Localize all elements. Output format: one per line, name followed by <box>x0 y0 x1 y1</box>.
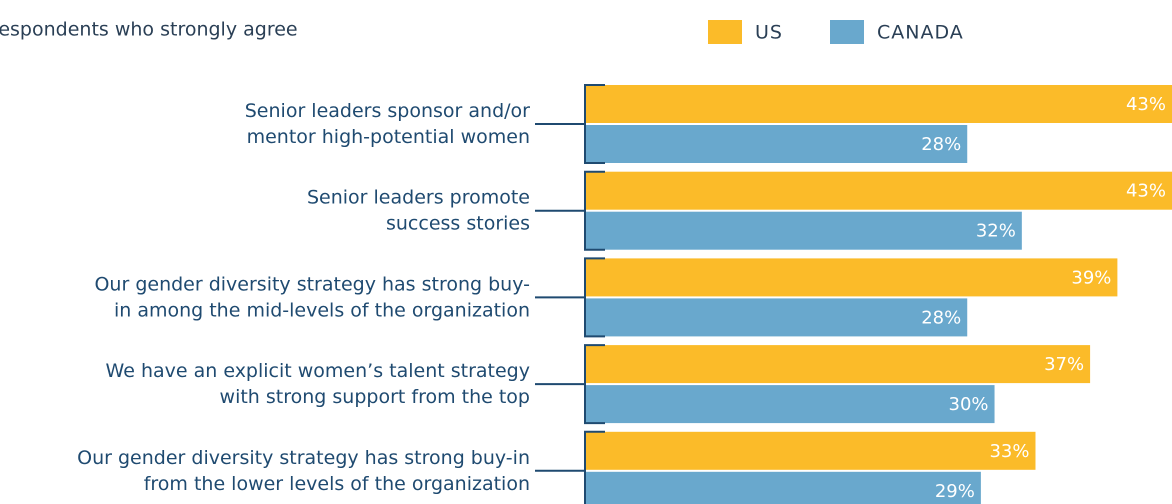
legend-label: US <box>755 22 783 44</box>
category-line: Senior leaders promote <box>307 186 530 208</box>
legend-swatch <box>830 20 864 44</box>
value-label: 43% <box>1126 94 1166 115</box>
category-line: Our gender diversity strategy has strong… <box>77 446 530 468</box>
bar <box>585 211 1022 250</box>
category-line: from the lower levels of the organizatio… <box>144 472 530 494</box>
bracket <box>535 84 605 164</box>
category-label: Senior leaders promote success stories <box>307 186 530 234</box>
value-label: 39% <box>1071 267 1111 288</box>
bar <box>585 385 995 424</box>
bar <box>585 125 968 163</box>
bracket <box>535 170 605 251</box>
value-label: 37% <box>1044 354 1084 375</box>
value-label: 33% <box>989 441 1029 462</box>
bar <box>585 471 981 504</box>
value-label: 30% <box>949 394 989 415</box>
bar <box>585 345 1091 384</box>
bracket <box>535 430 605 504</box>
bar <box>585 258 1118 297</box>
bar <box>585 431 1036 470</box>
category-line: in among the mid-levels of the organizat… <box>114 299 530 321</box>
category-label: Our gender diversity strategy has strong… <box>77 446 530 494</box>
bar <box>585 171 1172 210</box>
value-label: 28% <box>921 134 961 155</box>
legend-label: CANADA <box>877 22 964 44</box>
category-label: Senior leaders sponsor and/or mentor high… <box>245 100 530 148</box>
category-label: We have an explicit women’s talent strat… <box>106 360 530 408</box>
bar <box>585 298 968 337</box>
bracket <box>535 257 605 338</box>
category-line: Our gender diversity strategy has strong… <box>94 273 530 295</box>
category-line: success stories <box>386 212 530 234</box>
category-line: mentor high-potential women <box>247 126 530 148</box>
bar <box>585 85 1172 123</box>
legend-swatch <box>708 20 742 44</box>
category-line: Senior leaders sponsor and/or <box>245 100 530 122</box>
category-line: We have an explicit women’s talent strat… <box>106 360 530 382</box>
category-line: with strong support from the top <box>220 386 530 408</box>
value-label: 32% <box>976 221 1016 242</box>
chart-title: Respondents who strongly agree <box>0 19 298 41</box>
value-label: 43% <box>1126 181 1166 202</box>
value-label: 29% <box>935 481 975 502</box>
category-label: Our gender diversity strategy has strong… <box>94 273 530 321</box>
bracket <box>535 344 605 425</box>
value-label: 28% <box>921 307 961 328</box>
